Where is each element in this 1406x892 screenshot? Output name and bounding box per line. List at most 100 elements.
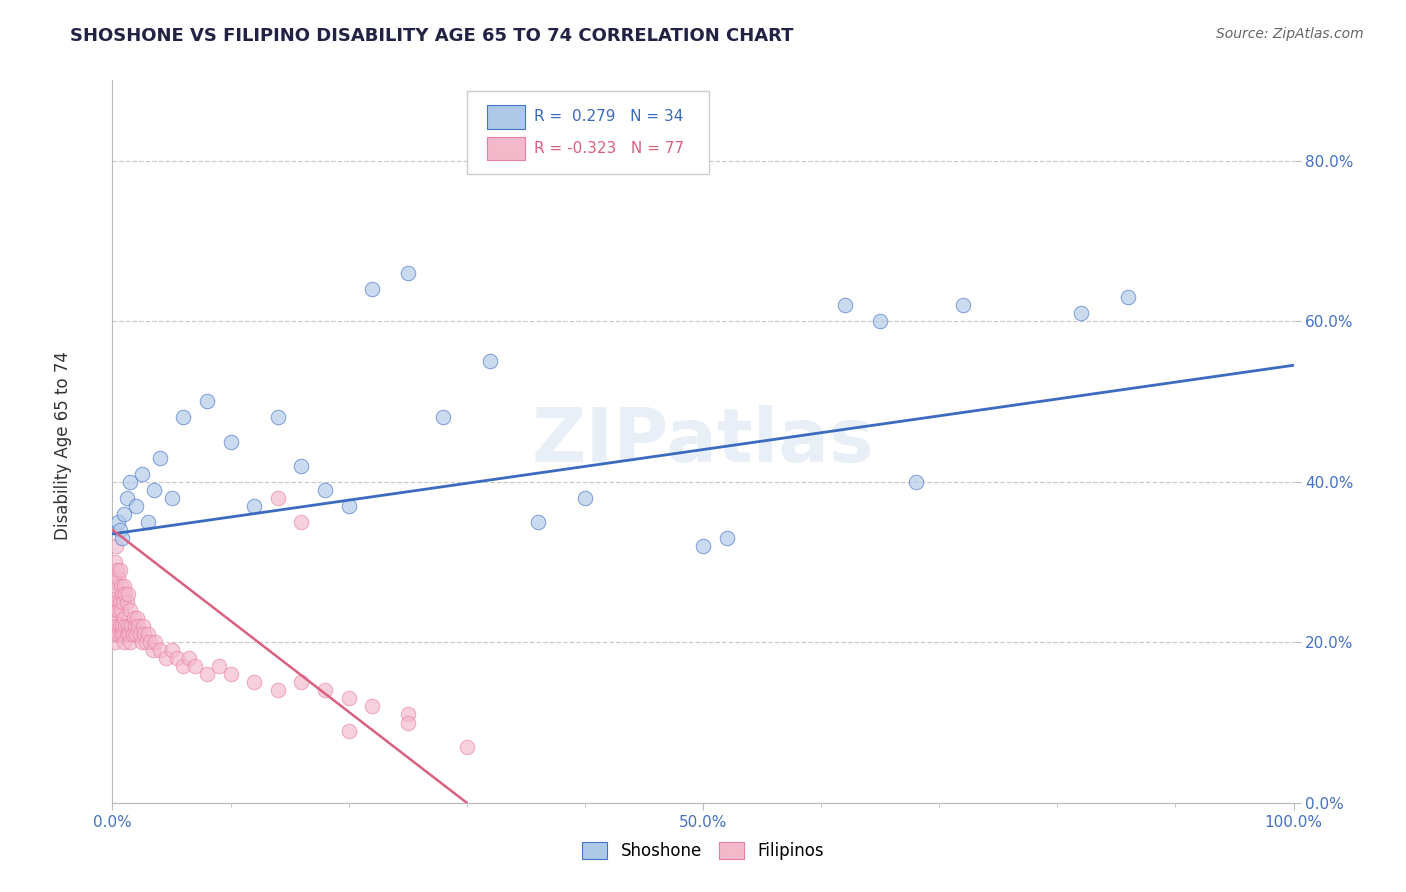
- Point: [105, 627, 128, 641]
- Point: [125, 499, 148, 513]
- Point: [136, 515, 159, 529]
- Point: [115, 595, 138, 609]
- Point: [117, 619, 139, 633]
- Point: [166, 651, 188, 665]
- Point: [108, 595, 131, 609]
- Point: [149, 643, 172, 657]
- Point: [103, 595, 125, 609]
- Point: [108, 619, 131, 633]
- Point: [869, 314, 891, 328]
- Point: [110, 579, 132, 593]
- Point: [115, 627, 138, 641]
- Point: [172, 410, 194, 425]
- Point: [267, 410, 290, 425]
- Point: [834, 298, 856, 312]
- Point: [105, 563, 128, 577]
- Point: [314, 683, 336, 698]
- Point: [432, 410, 454, 425]
- Point: [107, 515, 129, 529]
- Point: [160, 491, 183, 505]
- Point: [396, 715, 419, 730]
- Point: [111, 619, 134, 633]
- Point: [120, 475, 142, 489]
- Point: [132, 619, 155, 633]
- Point: [456, 739, 478, 754]
- Point: [716, 531, 738, 545]
- Point: [526, 515, 548, 529]
- Point: [337, 691, 360, 706]
- Point: [110, 627, 132, 641]
- Point: [104, 611, 127, 625]
- Point: [208, 659, 231, 673]
- Point: [127, 619, 149, 633]
- Text: Disability Age 65 to 74: Disability Age 65 to 74: [55, 351, 72, 541]
- Point: [574, 491, 596, 505]
- Point: [184, 659, 207, 673]
- Point: [112, 611, 135, 625]
- Point: [172, 659, 194, 673]
- FancyBboxPatch shape: [467, 91, 709, 174]
- Text: Source: ZipAtlas.com: Source: ZipAtlas.com: [1216, 27, 1364, 41]
- Point: [243, 499, 266, 513]
- Point: [118, 627, 141, 641]
- Point: [111, 531, 134, 545]
- Point: [124, 619, 146, 633]
- Point: [290, 515, 312, 529]
- Point: [114, 587, 136, 601]
- Point: [114, 619, 136, 633]
- Point: [135, 635, 157, 649]
- Point: [105, 579, 128, 593]
- Bar: [486, 136, 524, 161]
- Point: [120, 603, 142, 617]
- Point: [103, 619, 125, 633]
- Point: [125, 627, 148, 641]
- Legend: Shoshone, Filipinos: Shoshone, Filipinos: [575, 835, 831, 867]
- Point: [267, 683, 290, 698]
- Point: [105, 595, 128, 609]
- Point: [179, 651, 201, 665]
- Point: [219, 667, 242, 681]
- Point: [134, 627, 156, 641]
- Point: [108, 563, 131, 577]
- Point: [396, 707, 419, 722]
- Point: [104, 635, 127, 649]
- Point: [104, 555, 127, 569]
- Point: [105, 603, 128, 617]
- Point: [121, 627, 143, 641]
- Point: [112, 627, 135, 641]
- Point: [314, 483, 336, 497]
- Point: [115, 491, 138, 505]
- Point: [195, 394, 218, 409]
- Point: [142, 643, 165, 657]
- Text: R = -0.323   N = 77: R = -0.323 N = 77: [534, 141, 685, 156]
- Point: [692, 539, 714, 553]
- Text: R =  0.279   N = 34: R = 0.279 N = 34: [534, 109, 683, 124]
- Point: [105, 619, 128, 633]
- Point: [195, 667, 218, 681]
- Point: [1070, 306, 1092, 320]
- Point: [904, 475, 927, 489]
- Point: [110, 603, 132, 617]
- Point: [112, 595, 135, 609]
- Point: [107, 571, 129, 585]
- Point: [105, 539, 128, 553]
- Point: [127, 611, 149, 625]
- Point: [112, 507, 135, 521]
- Point: [243, 675, 266, 690]
- Point: [1116, 290, 1139, 304]
- Point: [155, 651, 177, 665]
- Point: [219, 434, 242, 449]
- Point: [149, 450, 172, 465]
- Point: [337, 499, 360, 513]
- Point: [131, 467, 153, 481]
- Point: [112, 635, 135, 649]
- Point: [104, 587, 127, 601]
- Point: [108, 523, 131, 537]
- Point: [120, 635, 142, 649]
- Text: SHOSHONE VS FILIPINO DISABILITY AGE 65 TO 74 CORRELATION CHART: SHOSHONE VS FILIPINO DISABILITY AGE 65 T…: [70, 27, 794, 45]
- Point: [117, 587, 139, 601]
- Point: [142, 483, 165, 497]
- Point: [107, 603, 129, 617]
- Point: [143, 635, 166, 649]
- Point: [131, 635, 153, 649]
